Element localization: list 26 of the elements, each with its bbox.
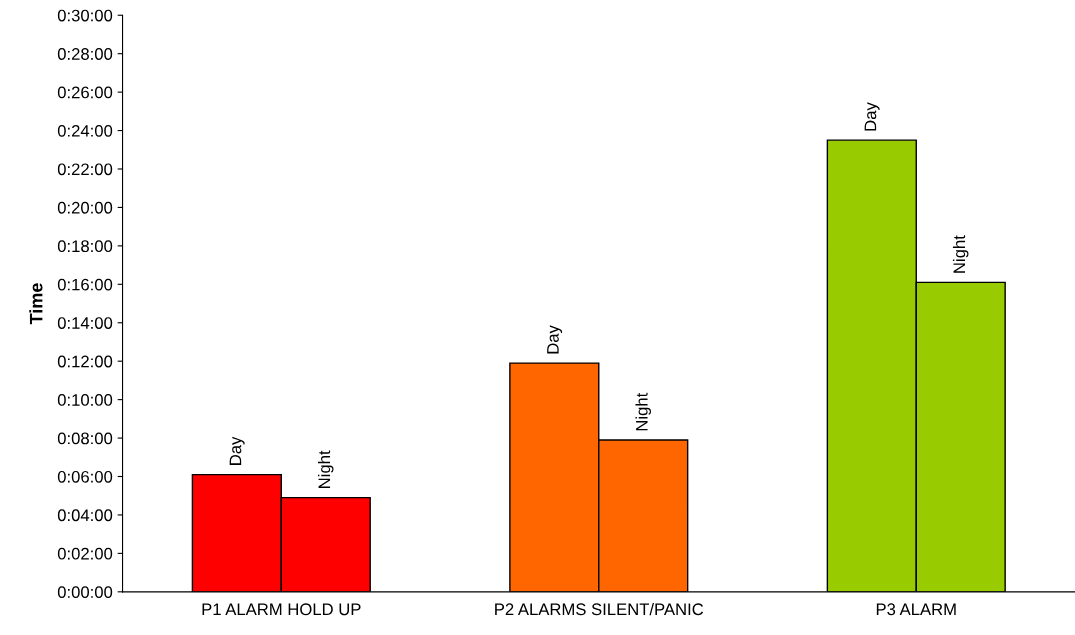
y-tick-label: 0:30:00 [57,9,113,22]
text: Night [952,235,969,273]
text: Night [635,392,651,431]
y-axis-title: Time [29,283,43,325]
x-tick-label: P2 ALARMS SILENT/PANIC [495,602,704,616]
y-tick-label: 0:22:00 [57,163,113,176]
text: Day [229,436,245,465]
y-tick-label: 0:12:00 [57,355,113,368]
y-tick-label: 0:14:00 [57,317,113,329]
y-tick-label: 0:16:00 [57,278,113,291]
text: Day [864,102,880,131]
y-tick-label: 0:10:00 [57,394,113,406]
y-tick-label: 0:18:00 [57,240,113,253]
y-tick-label: 0:00:00 [57,586,113,599]
y-tick-label: 0:26:00 [57,86,113,99]
text: Night [317,450,334,488]
y-tick-label: 0:04:00 [57,509,113,522]
y-tick-label: 0:06:00 [57,470,113,483]
y-tick-label: 0:20:00 [57,201,113,214]
y-tick-label: 0:08:00 [57,432,113,445]
y-tick-label: 0:02:00 [57,547,113,560]
y-tick-label: 0:28:00 [57,48,113,60]
text: Day [547,325,563,354]
y-tick-label: 0:24:00 [57,124,113,137]
x-tick-label: P1 ALARM HOLD UP [202,603,361,616]
x-tick-label: P3 ALARM [876,603,956,616]
